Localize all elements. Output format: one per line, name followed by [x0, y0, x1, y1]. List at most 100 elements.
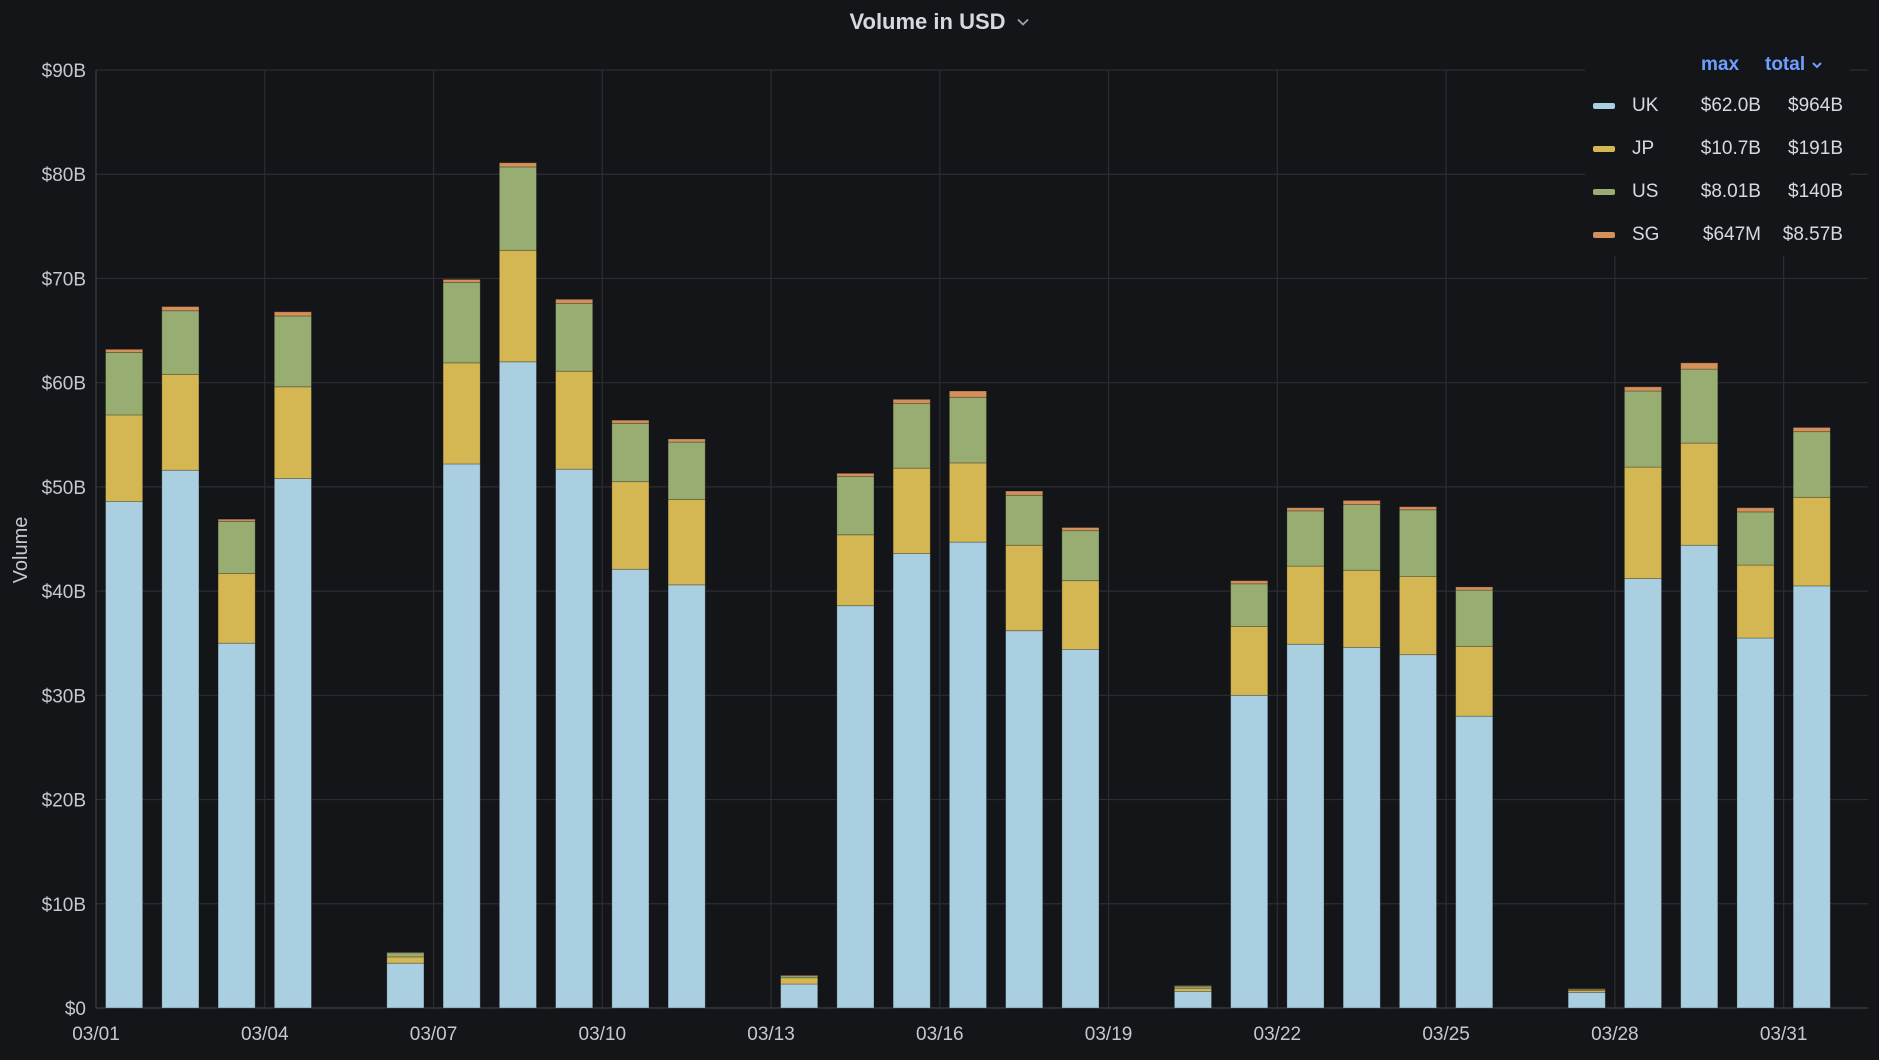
panel-title[interactable]: Volume in USD	[849, 9, 1006, 34]
bar-segment-sg[interactable]	[1342, 500, 1381, 506]
bar-segment-sg[interactable]	[105, 348, 144, 353]
bar-segment-us[interactable]	[1342, 504, 1381, 571]
legend-column-max[interactable]: max	[1701, 54, 1740, 75]
bar-segment-uk[interactable]	[498, 361, 537, 1009]
bar-segment-jp[interactable]	[1286, 565, 1325, 645]
bar-segment-us[interactable]	[1286, 510, 1325, 567]
bar-segment-uk[interactable]	[1230, 694, 1269, 1009]
bar-segment-us[interactable]	[892, 403, 931, 469]
bar-segment-uk[interactable]	[1342, 646, 1381, 1009]
bar-segment-uk[interactable]	[161, 469, 200, 1009]
bar-segment-us[interactable]	[217, 520, 256, 574]
bar-segment-jp[interactable]	[1624, 466, 1662, 580]
bar-segment-uk[interactable]	[386, 962, 425, 1009]
bar-segment-jp[interactable]	[1736, 564, 1775, 639]
bar-segment-sg[interactable]	[1399, 506, 1437, 511]
panel-header[interactable]: Volume in USD	[0, 4, 1879, 40]
legend-column-total[interactable]: total	[1765, 54, 1823, 76]
legend-item-uk[interactable]: UK $62.0B $964B	[1585, 86, 1850, 126]
bar-segment-uk[interactable]	[892, 553, 931, 1009]
bar-segment-jp[interactable]	[1173, 987, 1212, 992]
bar-segment-uk[interactable]	[442, 463, 481, 1009]
bar-segment-us[interactable]	[555, 303, 594, 372]
bar-segment-uk[interactable]	[1792, 585, 1831, 1009]
bar-segment-us[interactable]	[1230, 583, 1269, 627]
bar-segment-uk[interactable]	[667, 584, 706, 1009]
bar-segment-sg[interactable]	[498, 162, 537, 168]
bar-segment-uk[interactable]	[1173, 990, 1212, 1009]
bar-segment-jp[interactable]	[667, 498, 706, 586]
bar-segment-us[interactable]	[105, 352, 144, 416]
bar-segment-jp[interactable]	[948, 462, 987, 543]
bar-segment-uk[interactable]	[1286, 643, 1325, 1009]
bar-segment-uk[interactable]	[555, 468, 594, 1009]
bar-segment-us[interactable]	[948, 396, 987, 464]
bar-segment-jp[interactable]	[161, 373, 200, 471]
bar-segment-jp[interactable]	[1399, 576, 1437, 656]
bar-segment-us[interactable]	[1061, 530, 1100, 582]
bar-segment-jp[interactable]	[273, 386, 312, 479]
bar-segment-us[interactable]	[273, 315, 312, 388]
bar-segment-jp[interactable]	[1455, 645, 1494, 717]
bar-segment-jp[interactable]	[1061, 580, 1100, 650]
bar-segment-us[interactable]	[1736, 511, 1775, 566]
bar-segment-uk[interactable]	[1567, 991, 1606, 1009]
bar-segment-sg[interactable]	[217, 518, 256, 522]
bar-segment-jp[interactable]	[1680, 442, 1719, 546]
bar-segment-uk[interactable]	[105, 501, 144, 1009]
bar-segment-sg[interactable]	[611, 419, 650, 424]
bar-segment-us[interactable]	[498, 166, 537, 251]
bar-segment-us[interactable]	[1680, 368, 1719, 444]
bar-segment-uk[interactable]	[836, 605, 875, 1009]
bar-segment-uk[interactable]	[1005, 630, 1044, 1009]
bar-segment-jp[interactable]	[105, 414, 144, 502]
bar-segment-uk[interactable]	[780, 983, 819, 1009]
bar-segment-jp[interactable]	[217, 572, 256, 644]
bar-segment-jp[interactable]	[498, 249, 537, 363]
bar-segment-uk[interactable]	[217, 642, 256, 1009]
bar-segment-uk[interactable]	[1680, 544, 1719, 1009]
bar-segment-sg[interactable]	[1680, 362, 1719, 370]
bar-segment-sg[interactable]	[1230, 580, 1269, 585]
bar-segment-jp[interactable]	[892, 467, 931, 554]
bar-segment-us[interactable]	[611, 422, 650, 483]
bar-segment-sg[interactable]	[442, 279, 481, 284]
bar-segment-jp[interactable]	[555, 370, 594, 470]
bar-segment-sg[interactable]	[161, 306, 200, 312]
bar-segment-us[interactable]	[1399, 509, 1437, 577]
bar-segment-uk[interactable]	[273, 478, 312, 1009]
bar-segment-uk[interactable]	[1061, 649, 1100, 1009]
bar-segment-sg[interactable]	[1005, 490, 1044, 496]
bar-segment-uk[interactable]	[948, 541, 987, 1009]
bar-segment-jp[interactable]	[442, 362, 481, 465]
bar-segment-jp[interactable]	[611, 481, 650, 570]
bar-segment-sg[interactable]	[1624, 386, 1662, 392]
bar-segment-sg[interactable]	[667, 438, 706, 443]
bar-segment-sg[interactable]	[555, 298, 594, 304]
bar-segment-us[interactable]	[1455, 589, 1494, 647]
bar-segment-us[interactable]	[1624, 390, 1662, 468]
bar-segment-us[interactable]	[667, 441, 706, 500]
bar-segment-sg[interactable]	[892, 398, 931, 404]
bar-segment-sg[interactable]	[386, 951, 425, 954]
bar-segment-sg[interactable]	[273, 311, 312, 317]
bar-segment-uk[interactable]	[1455, 715, 1494, 1009]
bar-segment-uk[interactable]	[611, 568, 650, 1009]
bar-segment-sg[interactable]	[1173, 985, 1212, 987]
bar-segment-sg[interactable]	[1455, 586, 1494, 591]
chevron-down-icon[interactable]	[1016, 15, 1030, 29]
bar-segment-sg[interactable]	[836, 472, 875, 477]
bar-segment-jp[interactable]	[780, 977, 819, 985]
bar-segment-sg[interactable]	[780, 974, 819, 977]
bar-segment-uk[interactable]	[1399, 654, 1437, 1009]
bar-segment-jp[interactable]	[386, 956, 425, 964]
bar-segment-us[interactable]	[161, 310, 200, 375]
bar-segment-jp[interactable]	[1230, 626, 1269, 696]
bar-segment-sg[interactable]	[1736, 507, 1775, 513]
legend-item-jp[interactable]: JP $10.7B $191B	[1585, 129, 1850, 169]
bar-segment-jp[interactable]	[1342, 569, 1381, 648]
bar-segment-sg[interactable]	[1061, 527, 1100, 532]
bar-segment-sg[interactable]	[948, 390, 987, 398]
bar-segment-us[interactable]	[836, 476, 875, 536]
bar-segment-jp[interactable]	[1005, 544, 1044, 632]
